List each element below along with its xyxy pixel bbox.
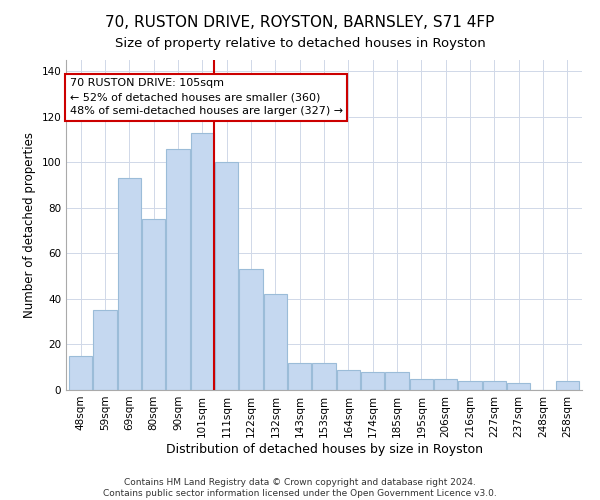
Text: Size of property relative to detached houses in Royston: Size of property relative to detached ho…	[115, 38, 485, 51]
Bar	[410, 378, 433, 390]
Bar	[313, 362, 335, 390]
Y-axis label: Number of detached properties: Number of detached properties	[23, 132, 36, 318]
Bar	[69, 356, 92, 390]
Bar	[166, 149, 190, 390]
Bar	[458, 381, 482, 390]
X-axis label: Distribution of detached houses by size in Royston: Distribution of detached houses by size …	[166, 442, 482, 456]
Bar	[288, 362, 311, 390]
Bar	[361, 372, 384, 390]
Bar	[142, 220, 165, 390]
Bar	[94, 310, 116, 390]
Text: 70 RUSTON DRIVE: 105sqm
← 52% of detached houses are smaller (360)
48% of semi-d: 70 RUSTON DRIVE: 105sqm ← 52% of detache…	[70, 78, 343, 116]
Text: 70, RUSTON DRIVE, ROYSTON, BARNSLEY, S71 4FP: 70, RUSTON DRIVE, ROYSTON, BARNSLEY, S71…	[106, 15, 494, 30]
Bar	[191, 133, 214, 390]
Bar	[264, 294, 287, 390]
Bar	[556, 381, 579, 390]
Bar	[337, 370, 360, 390]
Bar	[507, 383, 530, 390]
Text: Contains HM Land Registry data © Crown copyright and database right 2024.
Contai: Contains HM Land Registry data © Crown c…	[103, 478, 497, 498]
Bar	[385, 372, 409, 390]
Bar	[434, 378, 457, 390]
Bar	[483, 381, 506, 390]
Bar	[118, 178, 141, 390]
Bar	[215, 162, 238, 390]
Bar	[239, 270, 263, 390]
